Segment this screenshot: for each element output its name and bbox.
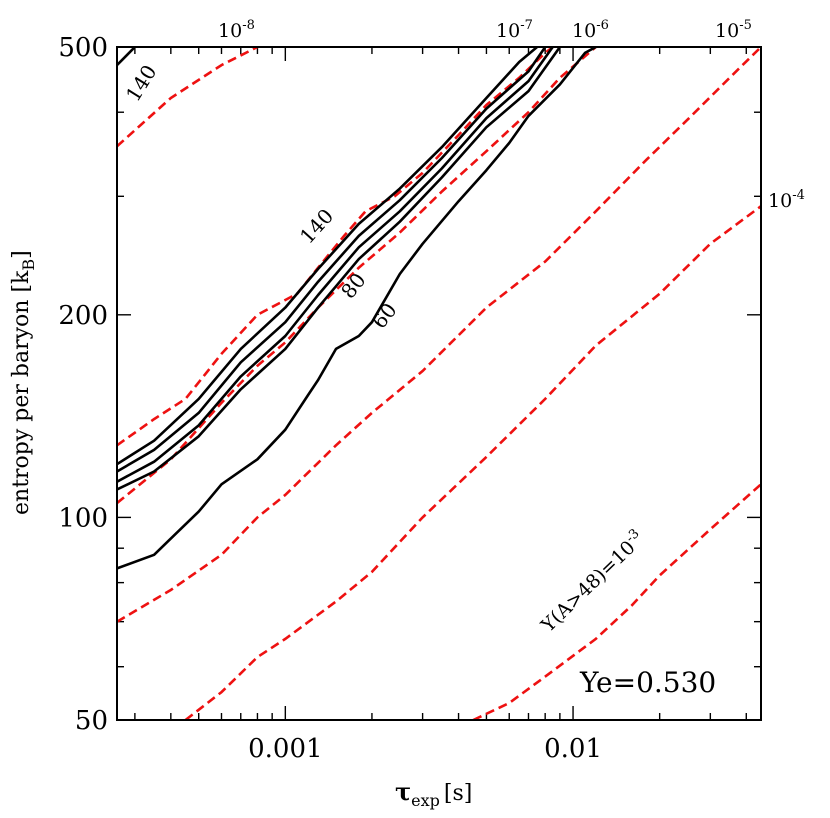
x-tick-label-0: 0.001 [248, 734, 322, 764]
y-tick-label-1: 100 [58, 503, 108, 533]
red-dashed-line-5 [472, 483, 761, 720]
contour-100 [117, 47, 554, 483]
label-1e-4: 10-4 [768, 188, 805, 212]
minor-ticks [117, 47, 761, 720]
y-tick-label-0: 50 [75, 706, 108, 736]
red-dashed-line-4 [184, 205, 761, 720]
contour-label-60: 60 [367, 298, 402, 333]
x-axis-title: τexp [s] [395, 777, 472, 810]
red-dashed-line-2 [117, 47, 597, 505]
plot-frame [116, 46, 762, 721]
contour-label-140: 140 [295, 204, 338, 248]
label-1e-5: 10-5 [715, 18, 752, 42]
red-dashed-line-0 [117, 47, 258, 148]
contour-label-80: 80 [336, 268, 371, 303]
ye-annotation: Ye=0.530 [579, 666, 716, 699]
y-tick-label-3: 500 [58, 33, 108, 63]
red-dashed-line-3 [117, 47, 761, 623]
contour-label-140-corner: 140 [121, 61, 162, 106]
black-contours [117, 47, 597, 570]
label-y-1e-3: Y(A>48)=10-3 [535, 526, 649, 637]
major-ticks [117, 46, 761, 721]
red-dashed-line-1 [117, 47, 554, 447]
x-tick-label-1: 0.01 [544, 734, 602, 764]
label-1e-8: 10-8 [218, 18, 255, 42]
red-dashed-lines [117, 47, 761, 720]
contour-140 [117, 47, 538, 466]
contour-60 [117, 47, 597, 570]
contour-120 [117, 47, 547, 473]
tick-labels: 0.001 0.01 50 100 200 500 [58, 33, 602, 764]
contour-140-corner [117, 47, 136, 67]
y-axis-title: entropy per baryon [kB] [9, 250, 38, 515]
label-1e-7: 10-7 [496, 18, 533, 42]
label-1e-6: 10-6 [572, 18, 609, 42]
y-tick-label-2: 200 [58, 301, 108, 331]
contour-80 [117, 47, 561, 491]
